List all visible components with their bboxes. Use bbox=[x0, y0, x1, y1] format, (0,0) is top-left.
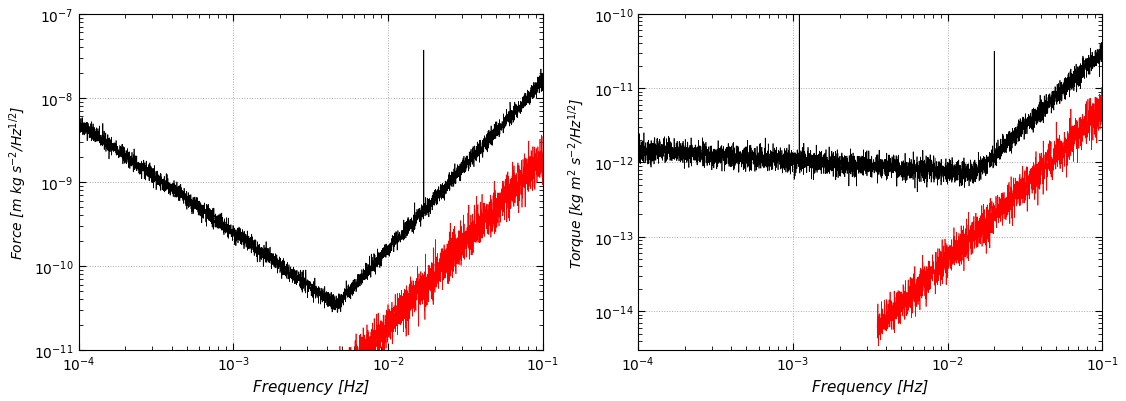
X-axis label: Frequency [Hz]: Frequency [Hz] bbox=[812, 379, 929, 394]
Y-axis label: Torque [kg m$^2$ s$^{-2}$/Hz$^{1/2}$]: Torque [kg m$^2$ s$^{-2}$/Hz$^{1/2}$] bbox=[566, 97, 588, 268]
Y-axis label: Force [m kg s$^{-2}$/Hz$^{1/2}$]: Force [m kg s$^{-2}$/Hz$^{1/2}$] bbox=[7, 105, 28, 259]
X-axis label: Frequency [Hz]: Frequency [Hz] bbox=[252, 379, 369, 394]
